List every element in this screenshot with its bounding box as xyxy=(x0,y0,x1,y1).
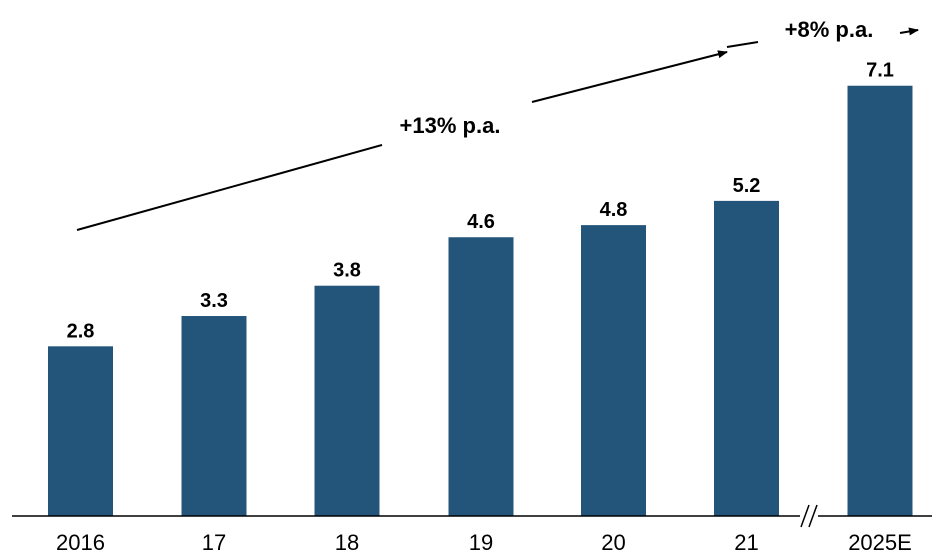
growth-arrow-line-second-a xyxy=(726,41,759,48)
bar-17 xyxy=(181,316,247,516)
labels-layer: 2.8 2016 3.3 17 3.8 18 4.6 19 4.8 20 5.2 21 7.1 2025E xyxy=(56,60,912,555)
x-tick-label: 2025E xyxy=(848,530,912,555)
bar-value-label: 7.1 xyxy=(866,60,894,82)
x-tick-label: 2016 xyxy=(56,530,105,555)
bar-19 xyxy=(448,237,514,517)
x-tick-label: 19 xyxy=(469,530,493,555)
growth-label-first: +13% p.a. xyxy=(400,113,501,138)
growth-annotation-first: +13% p.a. xyxy=(76,50,728,231)
x-tick-label: 20 xyxy=(601,530,625,555)
growth-arrow-line-second-b xyxy=(899,27,919,36)
growth-arrow-line-first-a xyxy=(76,144,383,231)
bar-18 xyxy=(314,285,380,516)
bar-value-label: 3.8 xyxy=(333,260,361,282)
x-tick-label: 17 xyxy=(202,530,226,555)
growth-annotation-second: +8% p.a. xyxy=(726,17,919,48)
x-tick-label: 18 xyxy=(335,530,359,555)
x-tick-label: 21 xyxy=(734,530,758,555)
axis-break-mark-1 xyxy=(800,504,810,528)
growth-label-second: +8% p.a. xyxy=(785,17,874,42)
bar-value-label: 4.8 xyxy=(600,199,628,221)
bar-value-label: 2.8 xyxy=(67,320,95,342)
growth-arrow-line-first-b xyxy=(531,50,728,103)
bar-21 xyxy=(714,200,779,516)
bar-20 xyxy=(581,225,646,516)
axis-break-mark-2 xyxy=(808,504,818,528)
bar-value-label: 4.6 xyxy=(467,211,495,233)
bars-layer xyxy=(48,85,913,517)
bar-value-label: 3.3 xyxy=(200,290,228,312)
bar-2025e xyxy=(847,85,913,517)
bar-2016 xyxy=(48,346,113,516)
bar-value-label: 5.2 xyxy=(733,175,761,197)
